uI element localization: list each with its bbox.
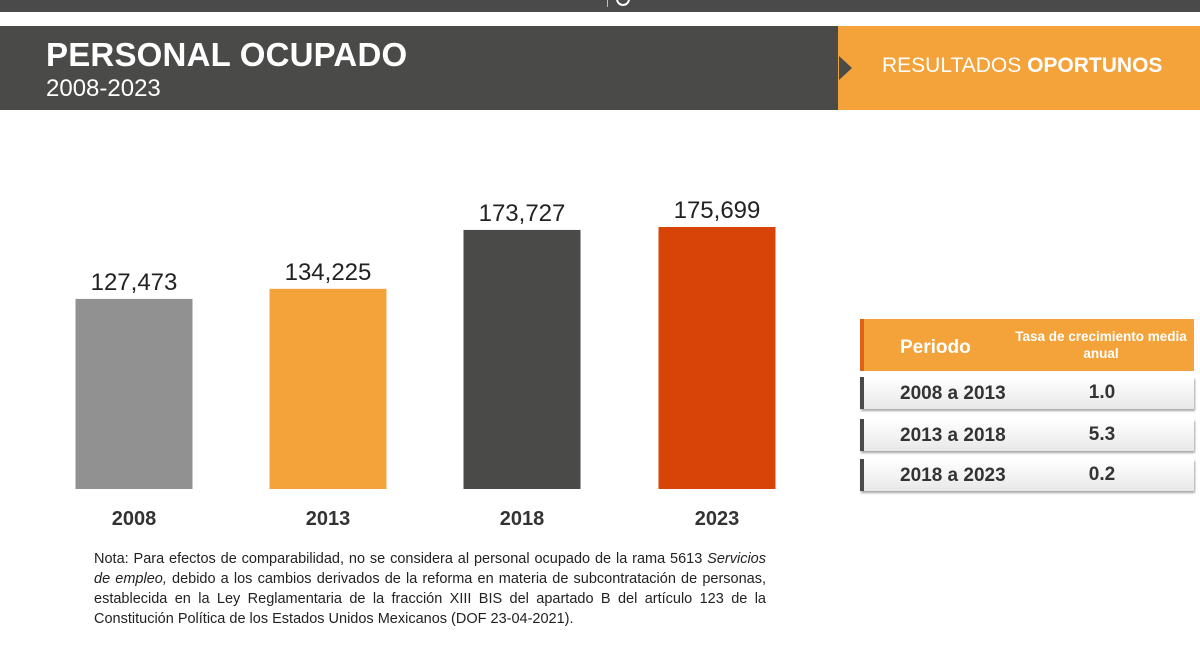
row-period: 2008 a 2013 xyxy=(900,383,1006,404)
bar-2008 xyxy=(75,298,193,489)
bar-2018 xyxy=(463,229,581,489)
badge-arrow-icon xyxy=(839,56,852,80)
page-title: PERSONAL OCUPADO xyxy=(46,36,408,73)
growth-table-header: Periodo Tasa de crecimiento media anual xyxy=(860,319,1194,371)
row-rate: 0.2 xyxy=(1088,464,1116,485)
badge-bold-text: OPORTUNOS xyxy=(1027,54,1163,77)
badge-regular-text: RESULTADOS xyxy=(882,54,1028,77)
header-rate: Tasa de crecimiento media anual xyxy=(1015,329,1187,361)
bar-2023 xyxy=(658,227,776,489)
top-divider xyxy=(607,0,608,7)
data-label: 127,473 xyxy=(91,269,178,296)
table-row: 2018 a 2023 0.2 xyxy=(860,459,1194,491)
bar-2013 xyxy=(269,288,387,489)
row-period: 2013 a 2018 xyxy=(900,425,1006,446)
table-row: 2008 a 2013 1.0 xyxy=(860,377,1194,409)
data-label: 173,727 xyxy=(479,200,566,227)
footnote-italic: Servicios de empleo, xyxy=(94,551,766,587)
title-banner xyxy=(0,26,838,110)
data-label: 175,699 xyxy=(674,197,761,224)
top-strip xyxy=(0,0,1200,12)
data-label: 134,225 xyxy=(285,259,372,286)
row-period: 2018 a 2023 xyxy=(900,465,1006,486)
x-tick-label: 2013 xyxy=(306,508,351,530)
table-row: 2013 a 2018 5.3 xyxy=(860,419,1194,451)
growth-table: Periodo Tasa de crecimiento media anual … xyxy=(860,319,1194,491)
footnote: Nota: Para efectos de comparabilidad, no… xyxy=(94,549,766,629)
row-rate: 1.0 xyxy=(1088,382,1116,403)
footnote-suffix: debido a los cambios derivados de la ref… xyxy=(94,571,766,627)
x-tick-label: 2008 xyxy=(112,508,157,530)
results-badge-label: RESULTADOS OPORTUNOS xyxy=(882,54,1162,78)
page-subtitle: 2008-2023 xyxy=(46,75,161,102)
results-badge xyxy=(838,26,1200,110)
bar-chart: 127,473 2008 134,225 2013 173,727 2018 175,699… xyxy=(75,197,776,530)
header-period: Periodo xyxy=(900,337,971,358)
row-rate: 5.3 xyxy=(1088,424,1116,445)
x-tick-label: 2018 xyxy=(500,508,545,530)
footnote-prefix: Nota: Para efectos de comparabilidad, no… xyxy=(94,551,708,567)
x-tick-label: 2023 xyxy=(695,508,740,530)
